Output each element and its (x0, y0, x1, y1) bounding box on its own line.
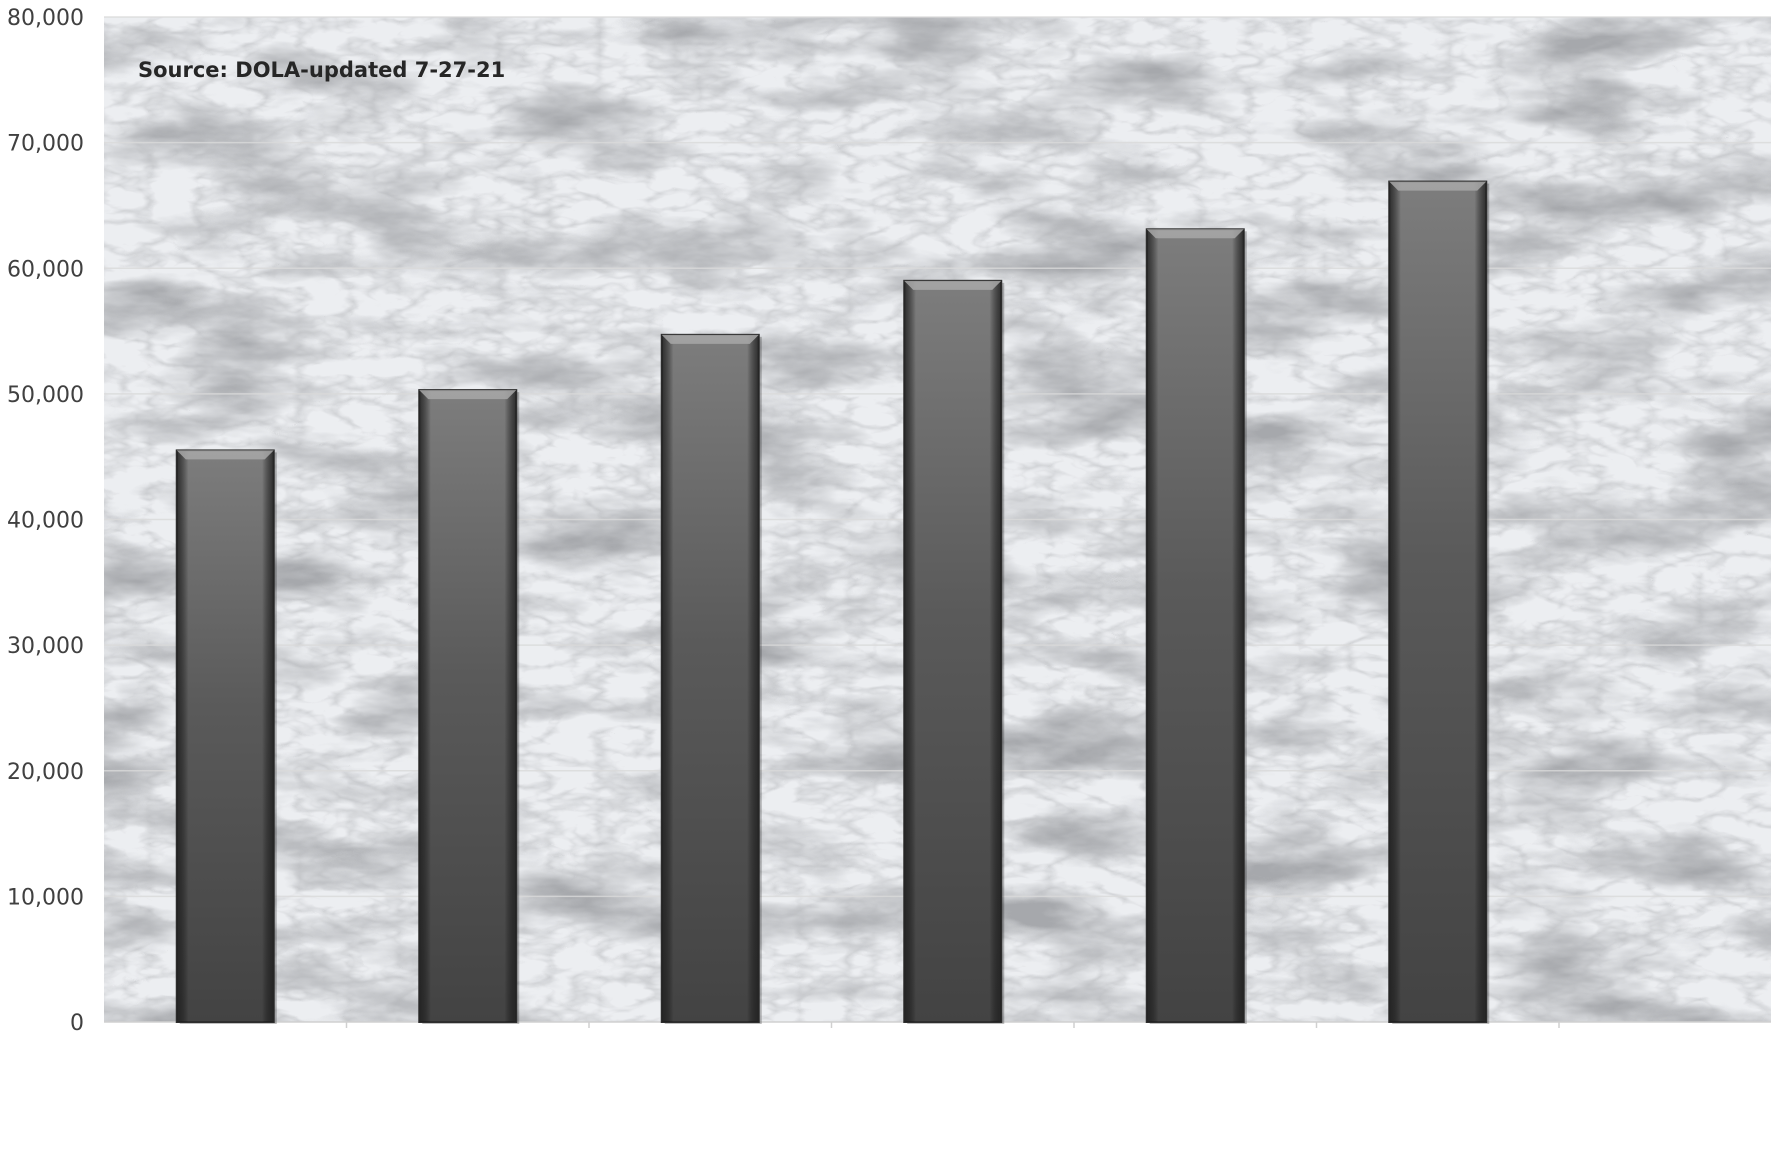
bar (1145, 228, 1247, 1024)
bar-top-bevel (176, 450, 274, 460)
x-axis-ticks (345, 1022, 1560, 1028)
bar-bevel (176, 450, 274, 1022)
bar (175, 449, 277, 1024)
bar-top-bevel (661, 334, 759, 344)
bar-top-bevel (904, 280, 1002, 290)
y-tick-label: 40,000 (7, 509, 84, 534)
y-tick-label: 30,000 (7, 634, 84, 659)
bar-bevel (661, 334, 759, 1022)
y-tick-label: 80,000 (7, 6, 84, 31)
bar-top-bevel (1389, 181, 1487, 191)
bar (418, 389, 520, 1024)
bar-bevel (1146, 229, 1244, 1022)
bar-bevel (904, 280, 1002, 1022)
bar (903, 279, 1005, 1024)
bars (175, 180, 1490, 1025)
bar-bevel (419, 390, 517, 1022)
y-tick-label: 10,000 (7, 885, 84, 910)
y-tick-label: 0 (70, 1011, 84, 1036)
y-tick-label: 20,000 (7, 760, 84, 785)
bar-bevel (1389, 181, 1487, 1023)
bar (1388, 180, 1490, 1025)
bar-top-bevel (1146, 229, 1244, 239)
bar (660, 333, 762, 1024)
y-axis-labels: 0 10,000 20,000 30,000 40,000 50,000 60,000 70,… (7, 6, 84, 1036)
y-tick-label: 60,000 (7, 257, 84, 282)
y-tick-label: 50,000 (7, 383, 84, 408)
bar-top-bevel (419, 390, 517, 400)
y-tick-label: 70,000 (7, 132, 84, 157)
source-annotation: Source: DOLA-updated 7-27-21 (138, 58, 505, 82)
